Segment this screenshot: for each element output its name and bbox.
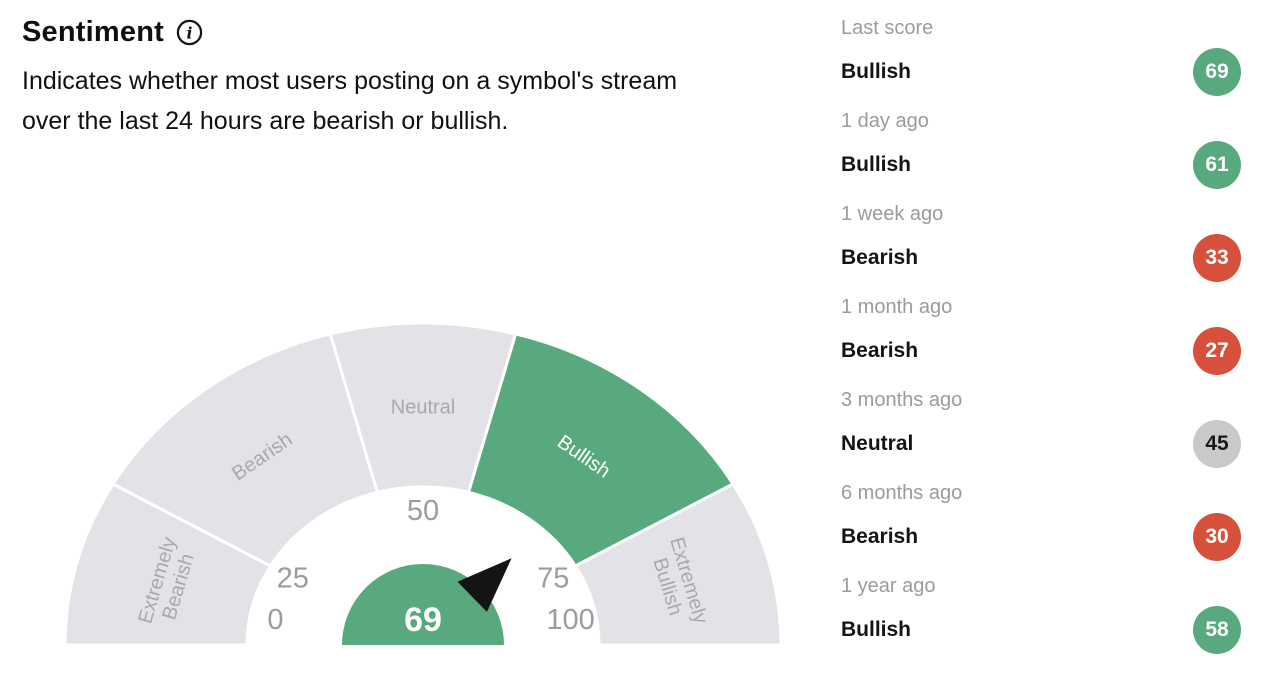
info-icon[interactable]: i <box>176 19 203 46</box>
title-row: Sentiment i <box>22 16 677 49</box>
gauge-tick-75: 75 <box>537 562 569 594</box>
gauge-tick-100: 100 <box>546 604 594 636</box>
history-period-label: 1 year ago <box>841 575 936 597</box>
history-sentiment-label: Bullish <box>841 618 912 641</box>
history-sentiment-label: Neutral <box>841 432 914 455</box>
history-period-label: 1 week ago <box>841 203 944 225</box>
history-sentiment-label: Bullish <box>841 60 912 83</box>
header: Sentiment i Indicates whether most users… <box>22 16 677 141</box>
history-period-label: 6 months ago <box>841 482 963 504</box>
description-line: over the last 24 hours are bearish or bu… <box>22 107 509 135</box>
history-row: 1 week ago Bearish 33 <box>841 200 1241 293</box>
score-badge: 69 <box>1193 48 1241 96</box>
score-badge: 33 <box>1193 234 1241 282</box>
history-period-label: 1 month ago <box>841 296 953 318</box>
history-row: 1 month ago Bearish 27 <box>841 293 1241 386</box>
score-badge: 45 <box>1193 420 1241 468</box>
history-panel: Last score Bullish 69 1 day ago Bullish 61 1 w… <box>841 14 1241 665</box>
history-sentiment-label: Bearish <box>841 525 919 548</box>
score-badge: 61 <box>1193 141 1241 189</box>
history-sentiment-label: Bullish <box>841 153 912 176</box>
gauge-tick-50: 50 <box>407 495 439 527</box>
page-title: Sentiment <box>22 16 164 48</box>
score-badge: 27 <box>1193 327 1241 375</box>
gauge-needle <box>457 558 512 612</box>
gauge-segment-bullish <box>466 332 736 568</box>
history-row: 1 year ago Bullish 58 <box>841 572 1241 665</box>
history-period-label: 3 months ago <box>841 389 963 411</box>
sentiment-gauge: ExtremelyBearishBearishNeutralBullishExt… <box>63 321 783 647</box>
gauge-tick-25: 25 <box>277 562 309 594</box>
gauge-segment-extremely-bullish <box>573 482 783 647</box>
history-row: 1 day ago Bullish 61 <box>841 107 1241 200</box>
gauge-segment-bearish <box>110 332 380 568</box>
svg-text:i: i <box>187 23 193 42</box>
description-line: Indicates whether most users posting on … <box>22 67 678 95</box>
gauge-segment-label-neutral: Neutral <box>391 397 455 419</box>
gauge-value: 69 <box>404 601 442 639</box>
description: Indicates whether most users posting on … <box>22 61 677 141</box>
gauge-tick-0: 0 <box>267 604 283 636</box>
history-period-label: Last score <box>841 17 934 39</box>
score-badge: 58 <box>1193 606 1241 654</box>
history-sentiment-label: Bearish <box>841 246 919 269</box>
history-row: 3 months ago Neutral 45 <box>841 386 1241 479</box>
history-row: 6 months ago Bearish 30 <box>841 479 1241 572</box>
score-badge: 30 <box>1193 513 1241 561</box>
history-row: Last score Bullish 69 <box>841 14 1241 107</box>
history-period-label: 1 day ago <box>841 110 929 132</box>
history-sentiment-label: Bearish <box>841 339 919 362</box>
